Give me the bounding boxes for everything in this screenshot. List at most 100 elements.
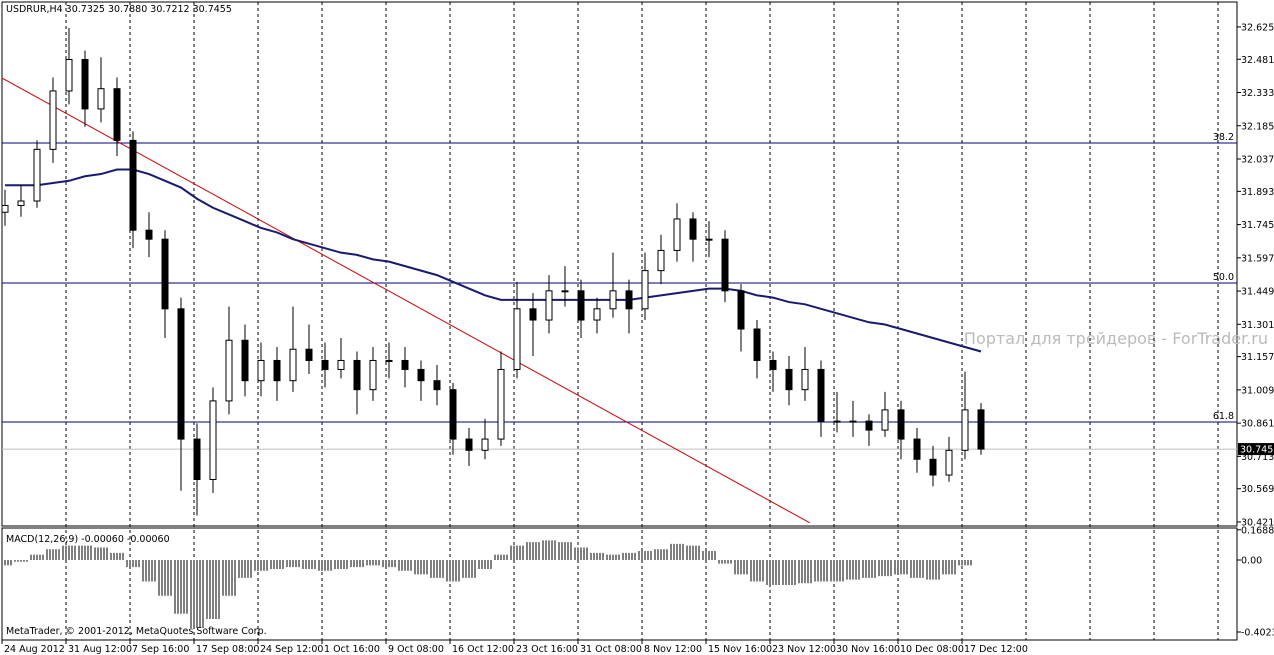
candle-body (577, 290, 585, 321)
candle-body (1, 204, 9, 213)
y-tick-label: 0.00 (1241, 556, 1262, 567)
x-tick-label: 7 Sep 16:00 (132, 644, 189, 655)
level-label: 61.8 (1213, 411, 1234, 422)
level-label: 38.2 (1213, 132, 1234, 143)
candle-body (785, 368, 793, 391)
candle-body (977, 409, 985, 450)
candle-body (97, 88, 105, 110)
candle-body (849, 420, 857, 423)
candle-body (225, 339, 233, 402)
chart-title: USDRUR,H4 30.7325 30.7880 30.7212 30.745… (6, 4, 232, 15)
macd-title: MACD(12,26,9) -0.00060 -0.00060 (6, 534, 170, 545)
x-tick-label: 24 Aug 2012 (4, 644, 65, 655)
candle-body (33, 148, 41, 202)
y-tick-label: -0.40231 (1241, 628, 1274, 639)
candle-body (705, 238, 713, 241)
y-tick-label: 31.3010 (1241, 320, 1274, 331)
x-tick-label: 23 Nov 12:00 (772, 644, 836, 655)
candle-body (337, 359, 345, 370)
y-tick-label: 31.4490 (1241, 287, 1274, 298)
candle-body (129, 139, 137, 231)
candle-body (913, 438, 921, 460)
candle-body (481, 438, 489, 451)
x-tick-label: 24 Sep 12:00 (260, 644, 323, 655)
candle-body (737, 290, 745, 330)
candle-body (49, 90, 57, 150)
candle-body (209, 400, 217, 481)
copyright: MetaTrader, © 2001-2012, MetaQuotes Soft… (6, 626, 267, 637)
x-tick-label: 17 Dec 12:00 (964, 644, 1028, 655)
candle-body (385, 359, 393, 362)
x-tick-label: 17 Sep 08:00 (196, 644, 259, 655)
candle-body (657, 249, 665, 272)
y-tick-label: 32.0370 (1241, 154, 1274, 165)
watermark: Портал для трейдеров - ForTrader.ru (964, 329, 1268, 348)
candle-body (289, 348, 297, 382)
y-tick-label: 31.8930 (1241, 187, 1274, 198)
candle-body (65, 58, 73, 92)
y-tick-label: 32.6250 (1241, 22, 1274, 33)
candle-body (401, 359, 409, 370)
candle-body (929, 458, 937, 476)
candle-body (161, 238, 169, 310)
x-tick-label: 10 Dec 08:00 (900, 644, 964, 655)
y-tick-label: 30.5690 (1241, 484, 1274, 495)
candle-body (113, 88, 121, 141)
candle-body (145, 229, 153, 240)
y-tick-label: 31.0090 (1241, 385, 1274, 396)
candle-body (465, 438, 473, 451)
candle-body (193, 438, 201, 481)
candle-body (497, 368, 505, 440)
candle-body (321, 359, 329, 370)
candle-body (305, 348, 313, 361)
candle-body (609, 290, 617, 310)
candle-body (529, 308, 537, 321)
candle-body (177, 308, 185, 440)
y-tick-label: 0.16887 (1241, 525, 1274, 536)
level-label: 50.0 (1213, 272, 1234, 283)
x-tick-label: 30 Nov 16:00 (836, 644, 900, 655)
candle-body (945, 449, 953, 476)
candle-body (17, 200, 25, 206)
price-label: 30.7455 (1240, 445, 1274, 456)
candle-body (433, 380, 441, 391)
candle-body (273, 359, 281, 382)
candle-body (257, 359, 265, 382)
candle-body (769, 359, 777, 370)
candle-body (817, 368, 825, 422)
moving-average (5, 168, 982, 353)
price-panel (1, 1, 1238, 527)
candle-body (241, 339, 249, 382)
candle-body (865, 420, 873, 431)
candle-body (545, 290, 553, 321)
candle-body (881, 409, 889, 431)
candle-body (753, 328, 761, 361)
candle-body (897, 409, 905, 440)
candle-body (673, 218, 681, 251)
x-tick-label: 23 Oct 16:00 (516, 644, 578, 655)
candle-body (449, 389, 457, 440)
candle-body (625, 290, 633, 310)
macd-panel (1, 527, 1238, 641)
candle-body (641, 270, 649, 310)
x-tick-label: 31 Oct 08:00 (580, 644, 642, 655)
y-tick-label: 31.5970 (1241, 253, 1274, 264)
price-label-bg (1238, 443, 1274, 456)
x-tick-label: 15 Nov 16:00 (708, 644, 772, 655)
x-tick-label: 31 Aug 12:00 (68, 644, 132, 655)
y-tick-label: 30.8610 (1241, 419, 1274, 430)
y-tick-label: 31.1570 (1241, 352, 1274, 363)
candle-body (801, 368, 809, 391)
candle-body (353, 359, 361, 391)
candle-body (513, 308, 521, 370)
candle-body (833, 420, 841, 423)
y-tick-label: 32.1850 (1241, 121, 1274, 132)
x-tick-label: 1 Oct 16:00 (324, 644, 380, 655)
candle-body (721, 238, 729, 292)
candle-body (593, 308, 601, 321)
candle-body (961, 409, 969, 451)
y-tick-label: 30.4210 (1241, 517, 1274, 528)
x-tick-label: 8 Nov 12:00 (644, 644, 702, 655)
